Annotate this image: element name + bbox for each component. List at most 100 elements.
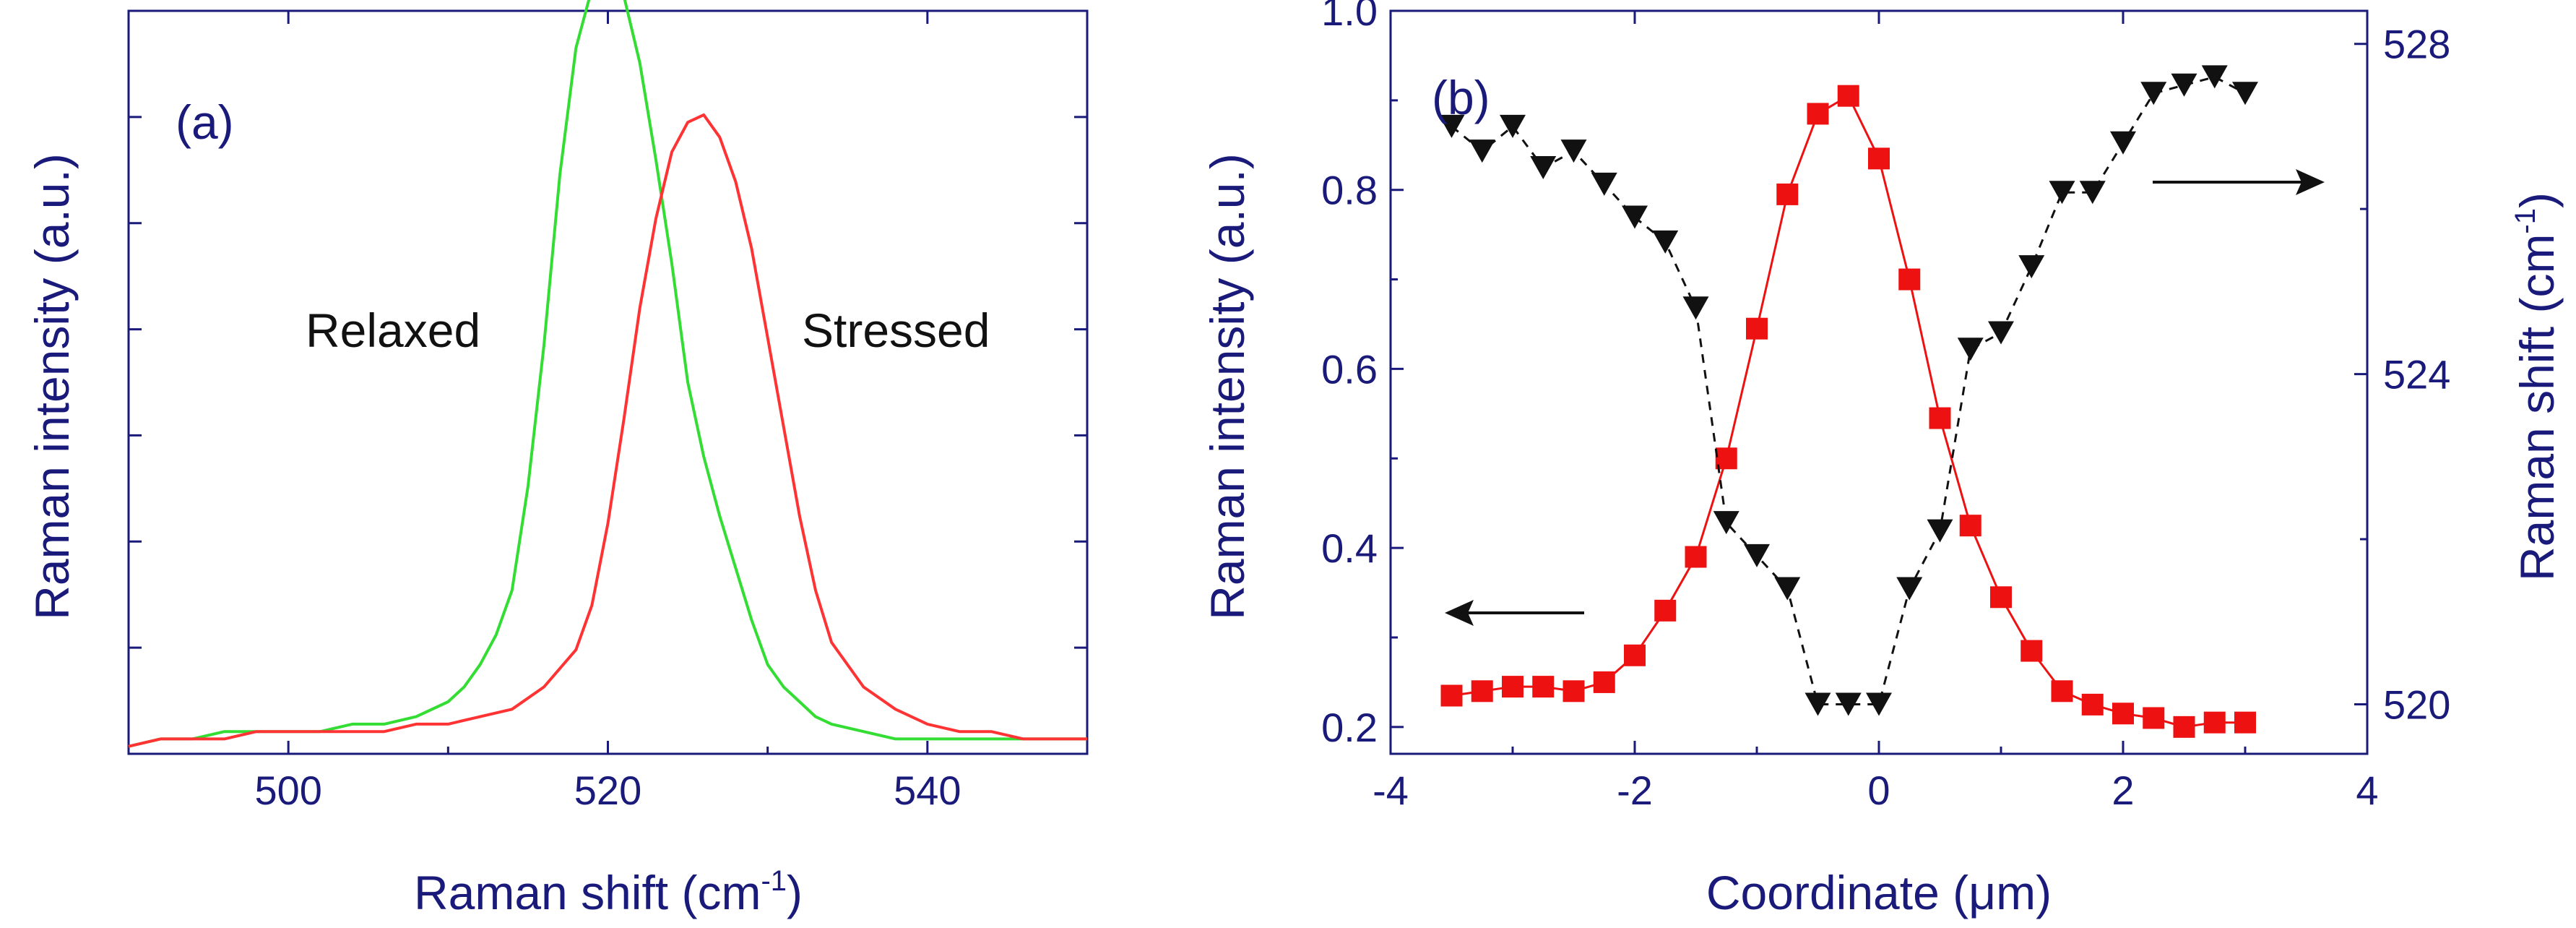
panel-b-intensity-point	[2143, 707, 2165, 729]
panel-b-intensity-point	[1440, 684, 1463, 707]
panel-b-intensity-point	[1624, 644, 1646, 666]
annotation-relaxed: Relaxed	[306, 304, 480, 357]
panel-b-y-axis-label: Raman intensity (a.u.)	[1201, 153, 1254, 620]
arrow-right-axis-indicator	[2153, 169, 2325, 195]
arrow-left-axis-indicator	[1445, 600, 1584, 626]
panel-b-shift-point	[2110, 131, 2136, 155]
panel-a-series-line-relaxed	[128, 0, 1087, 748]
panel-a-x-tick-label: 500	[254, 768, 321, 813]
panel-b-intensity-point	[1685, 546, 1707, 568]
panel-b-shift-point	[2140, 82, 2167, 106]
panel-b-y-tick-label: 0.2	[1321, 705, 1378, 750]
panel-a-x-tick-label: 520	[574, 768, 641, 813]
panel-a-x-tick-label: 540	[894, 768, 961, 813]
panel-b-shift-point	[1652, 230, 1679, 254]
panel-b-intensity-point	[1807, 103, 1829, 125]
panel-b-intensity-point	[1593, 671, 1615, 693]
panel-b-intensity-point	[1837, 85, 1859, 107]
panel-b-shift-point	[1622, 205, 1648, 229]
panel-b-shift-point	[1835, 692, 1862, 716]
panel-b-x-tick-label: 2	[2112, 768, 2134, 813]
panel-a-series	[128, 0, 1087, 748]
panel-a-x-axis-label-sup: -1	[761, 865, 787, 897]
panel-b-shift-point	[1988, 321, 2014, 345]
panel-b-shift-point	[1560, 139, 1587, 163]
panel-b-shift-point	[2232, 82, 2258, 106]
panel-b-intensity-point	[1898, 268, 1921, 291]
panel-b-intensity-point	[2112, 703, 2134, 725]
panel-b-shift-point	[1774, 577, 1801, 601]
panel-b-plot-frame	[1389, 9, 2369, 755]
panel-b-intensity-point	[2051, 680, 2073, 703]
panel-a-x-axis-label: Raman shift (cm-1)	[414, 865, 803, 919]
panel-b-y2-tick-label: 524	[2383, 352, 2450, 398]
panel-b-y2-axis-label: Raman shift (cm-1)	[2510, 192, 2564, 581]
panel-a-chart: 500 520 540 (a) Relaxed Stressed Raman int…	[25, 0, 1089, 919]
panel-b-shift-point	[2079, 181, 2106, 205]
panel-b-x-axis-label-unit: μm	[1968, 866, 2036, 919]
panel-b-y2-axis-label-close: )	[2510, 192, 2564, 208]
panel-b-intensity-point	[1654, 599, 1677, 622]
panel-b-intensity-point	[2081, 693, 2104, 716]
panel-b-y2-axis-label-sup: -1	[2510, 208, 2541, 234]
panel-b-label: (b)	[1432, 71, 1490, 124]
panel-a-y-axis-label: Raman intensity (a.u.)	[25, 153, 79, 620]
panel-a-ticks: 500 520 540	[127, 11, 1089, 813]
panel-b-intensity-point	[1776, 183, 1799, 205]
panel-b-shift-point	[1805, 692, 1831, 716]
panel-b-shift-point	[2049, 181, 2075, 205]
panel-b-intensity-point	[1471, 680, 1493, 703]
panel-a-plot-frame	[127, 9, 1089, 755]
panel-b-intensity-point	[1563, 680, 1585, 703]
panel-b-shift-point	[1896, 577, 1923, 601]
panel-b-x-tick-label: -4	[1373, 768, 1409, 813]
panel-b-x-tick-label: -2	[1617, 768, 1653, 813]
panel-b-intensity-point	[1868, 147, 1890, 170]
panel-b-chart: -4 -2 0 2 4 0.2 0.4 0.6 0.8 1.0 520 524 528 (b) Rama…	[1201, 0, 2564, 919]
panel-a-series-line-stressed	[128, 113, 1087, 748]
panel-b-shift-point	[2018, 255, 2045, 279]
panel-b-series	[1438, 65, 2258, 738]
panel-a-x-axis-label-main: Raman shift (cm	[414, 866, 761, 919]
panel-b-x-tick-label: 0	[1867, 768, 1890, 813]
panel-b-intensity-point	[1532, 676, 1555, 698]
panel-b-shift-point	[1866, 692, 1892, 716]
panel-b-x-axis-label: Coordinate (μm)	[1706, 866, 2052, 919]
panel-b-intensity-point	[1502, 676, 1523, 698]
panel-b-shift-point	[1744, 544, 1770, 567]
panel-b-shift-point	[1957, 338, 1984, 361]
panel-b-intensity-point	[1746, 317, 1768, 340]
panel-b-intensity-point	[2234, 711, 2256, 734]
panel-b-y2-axis-label-main: Raman shift (cm	[2510, 234, 2564, 581]
panel-b-shift-point	[1530, 156, 1557, 180]
panel-b-y-tick-label: 0.4	[1321, 525, 1378, 571]
panel-b-x-axis-label-close: )	[2036, 866, 2052, 919]
panel-b-intensity-point	[1990, 586, 2012, 609]
panel-a-x-axis-label-close: )	[787, 866, 803, 919]
panel-b-shift-point	[1713, 511, 1739, 535]
panel-b-y-tick-label: 0.6	[1321, 346, 1378, 392]
panel-b-intensity-point	[2203, 711, 2226, 734]
panel-b-y-tick-label: 1.0	[1321, 0, 1378, 34]
panel-b-x-tick-label: 4	[2356, 768, 2378, 813]
panel-b-shift-point	[1438, 114, 1465, 138]
panel-b-series-line-shift	[1451, 75, 2246, 705]
panel-b-intensity-point	[1929, 407, 1951, 429]
panel-b-shift-point	[1682, 296, 1709, 320]
panel-b-intensity-point	[1959, 515, 1981, 537]
annotation-stressed: Stressed	[802, 304, 990, 357]
panel-b-y2-tick-label: 520	[2383, 682, 2450, 727]
panel-b-ticks: -4 -2 0 2 4 0.2 0.4 0.6 0.8 1.0 520 524 528	[1321, 0, 2450, 813]
panel-b-intensity-point	[2173, 716, 2195, 738]
panel-b-shift-point	[1500, 114, 1526, 138]
panel-b-shift-point	[1927, 519, 1953, 543]
panel-b-x-axis-label-main: Coordinate (	[1706, 866, 1968, 919]
panel-a-label: (a)	[176, 95, 234, 149]
panel-b-shift-point	[1469, 139, 1495, 163]
panel-b-shift-point	[1591, 172, 1617, 196]
panel-b-y-tick-label: 0.8	[1321, 168, 1378, 213]
panel-b-intensity-point	[2020, 640, 2043, 662]
panel-b-series-line-intensity	[1451, 94, 2245, 729]
panel-b-shift-point	[2171, 73, 2197, 97]
